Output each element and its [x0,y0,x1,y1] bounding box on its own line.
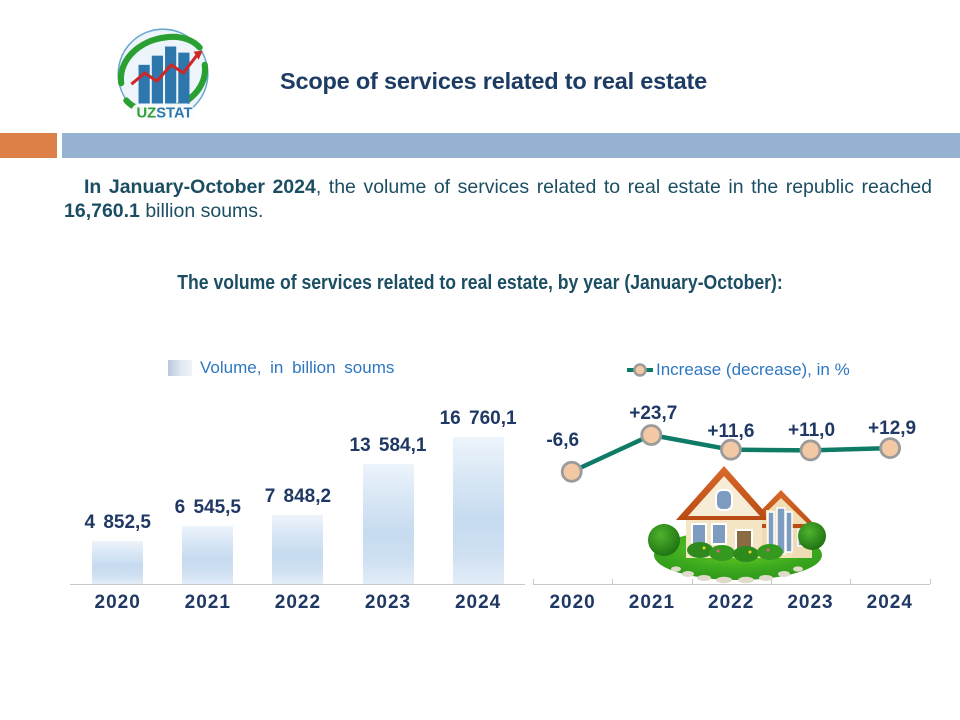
line-chart-axis [533,583,930,585]
line-plot [560,424,902,483]
bar-2023 [362,464,414,584]
axis-tick [850,578,852,584]
page-title: Scope of services related to real estate [280,68,707,94]
intro-value: 16,760.1 [64,200,140,222]
line-legend-marker-icon [627,363,653,377]
accent-bar-blue [62,133,960,158]
logo-trend-line-icon [130,54,198,86]
line-category-label: 2020 [549,592,596,613]
line-category-label: 2022 [708,592,755,613]
line-category-label: 2021 [628,592,676,613]
line-value-label: +12,9 [868,418,917,440]
intro-period: In January-October 2024 [84,176,316,198]
data-point-marker [640,424,663,446]
bar-legend-swatch-icon [168,360,192,376]
axis-tick [612,578,614,584]
intro-paragraph: In January-October 2024, the volume of s… [64,175,932,223]
house-image [648,466,826,584]
line-value-label: +11,0 [787,420,836,442]
bar-category-label: 2024 [454,592,502,613]
section-heading: The volume of services related to real e… [177,272,783,294]
axis-tick [533,578,534,584]
bar-value-label: 7 848,2 [264,485,332,507]
bar-category-label: 2023 [364,592,412,613]
bar-value-label: 13 584,1 [349,435,427,457]
uzstat-logo: UZSTAT [117,28,209,121]
bar-2022 [272,514,324,584]
bar-category-label: 2020 [94,592,141,613]
line-category-label: 2024 [866,592,913,613]
bar-category-label: 2021 [184,592,231,613]
data-point-marker [560,460,583,483]
logo-swoosh-top [118,33,203,87]
section-heading-wrap: The volume of services related to real e… [0,272,960,295]
line-value-label: +23,7 [629,403,678,424]
intro-middle: , the volume of services related to real… [315,176,933,198]
logo-wordmark: UZSTAT [137,105,193,121]
bar-chart: Volume, in billion soums 4 852,5 2020 6 54… [70,350,525,620]
bar-legend-label: Volume, in billion soums [200,358,395,377]
accent-bar-orange [0,133,57,158]
line-category-label: 2023 [787,592,834,613]
line-value-label: -6,6 [546,429,580,451]
line-chart-legend: Increase (decrease), in % [626,360,850,380]
axis-tick [770,578,772,584]
bar-2024 [452,436,504,584]
axis-tick [691,578,693,584]
bar-value-label: 16 760,1 [439,407,517,429]
data-point-marker [719,438,742,461]
line-chart: Increase (decrease), in % [533,350,931,620]
data-point-marker [799,439,822,462]
line-legend-label: Increase (decrease), in % [656,360,850,379]
axis-tick [929,578,931,584]
line-value-label: +11,6 [707,420,755,442]
bar-2020 [92,540,144,584]
bar-2021 [182,526,234,584]
data-point-marker [879,437,902,459]
intro-tail: billion soums. [139,200,264,222]
bar-chart-axis [70,583,525,585]
bar-category-label: 2022 [274,592,322,613]
logo-trend-arrow-icon [193,50,203,60]
bar-chart-legend: Volume, in billion soums [168,358,394,378]
bar-value-label: 6 545,5 [174,497,241,519]
bar-value-label: 4 852,5 [84,511,151,533]
